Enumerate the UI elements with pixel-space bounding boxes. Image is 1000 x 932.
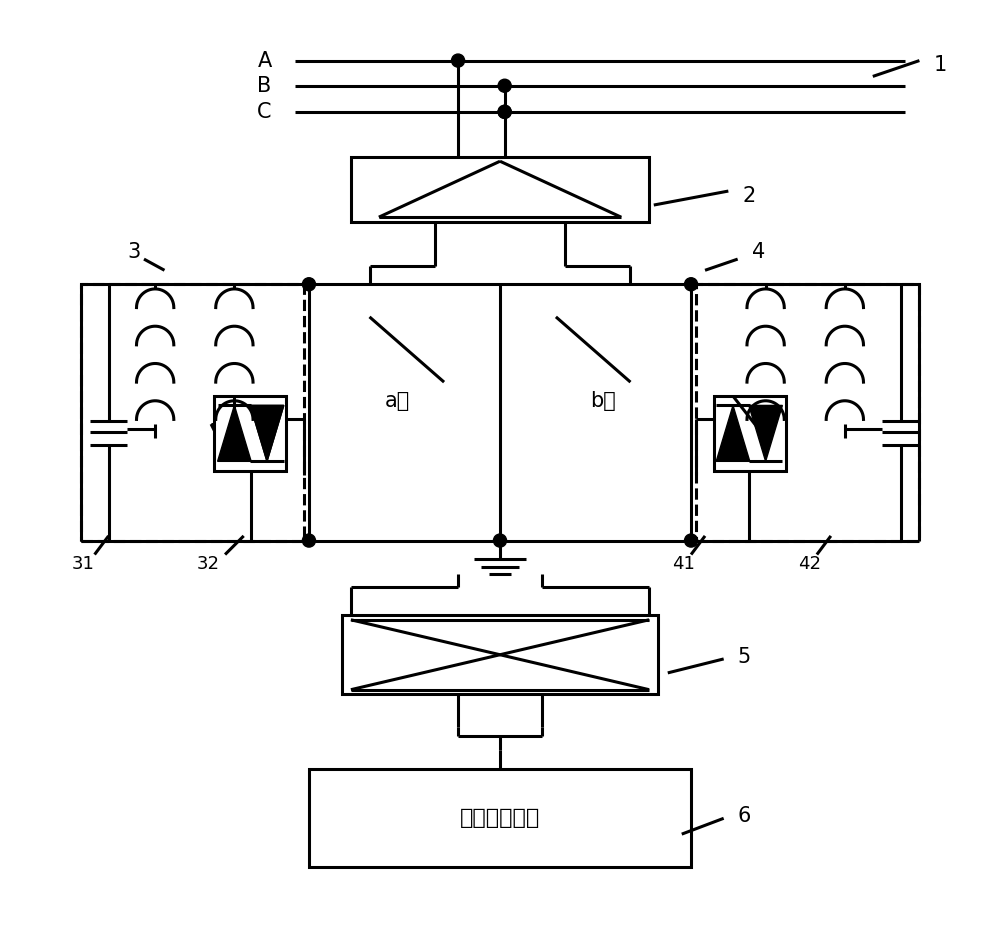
Circle shape: [452, 54, 465, 67]
Bar: [342, 615, 658, 694]
Text: 光伏发电系统: 光伏发电系统: [460, 808, 540, 829]
Polygon shape: [250, 405, 284, 461]
Circle shape: [498, 105, 511, 118]
Circle shape: [498, 105, 511, 118]
Text: 3: 3: [127, 241, 140, 262]
Text: 4: 4: [752, 241, 765, 262]
Bar: [309, 284, 691, 541]
Bar: [696, 284, 919, 541]
Polygon shape: [716, 405, 750, 461]
Text: 42: 42: [798, 555, 821, 573]
Text: b相: b相: [590, 391, 615, 411]
Text: 2: 2: [742, 185, 756, 206]
Bar: [714, 396, 786, 471]
Text: C: C: [257, 102, 272, 122]
Polygon shape: [749, 405, 782, 461]
Polygon shape: [250, 405, 284, 461]
Text: B: B: [257, 75, 272, 96]
Circle shape: [302, 534, 315, 547]
Text: 5: 5: [738, 647, 751, 667]
Text: 1: 1: [933, 55, 947, 75]
Text: 31: 31: [71, 555, 94, 573]
Circle shape: [498, 79, 511, 92]
Bar: [81, 284, 304, 541]
Text: 6: 6: [738, 805, 751, 826]
Circle shape: [685, 278, 698, 291]
Text: 32: 32: [197, 555, 220, 573]
Text: A: A: [257, 50, 272, 71]
Text: a相: a相: [385, 391, 410, 411]
Bar: [351, 157, 649, 222]
Circle shape: [685, 534, 698, 547]
Text: 41: 41: [672, 555, 695, 573]
Bar: [214, 396, 286, 471]
Circle shape: [302, 278, 315, 291]
Polygon shape: [218, 405, 251, 461]
Bar: [309, 769, 691, 867]
Circle shape: [493, 534, 507, 547]
